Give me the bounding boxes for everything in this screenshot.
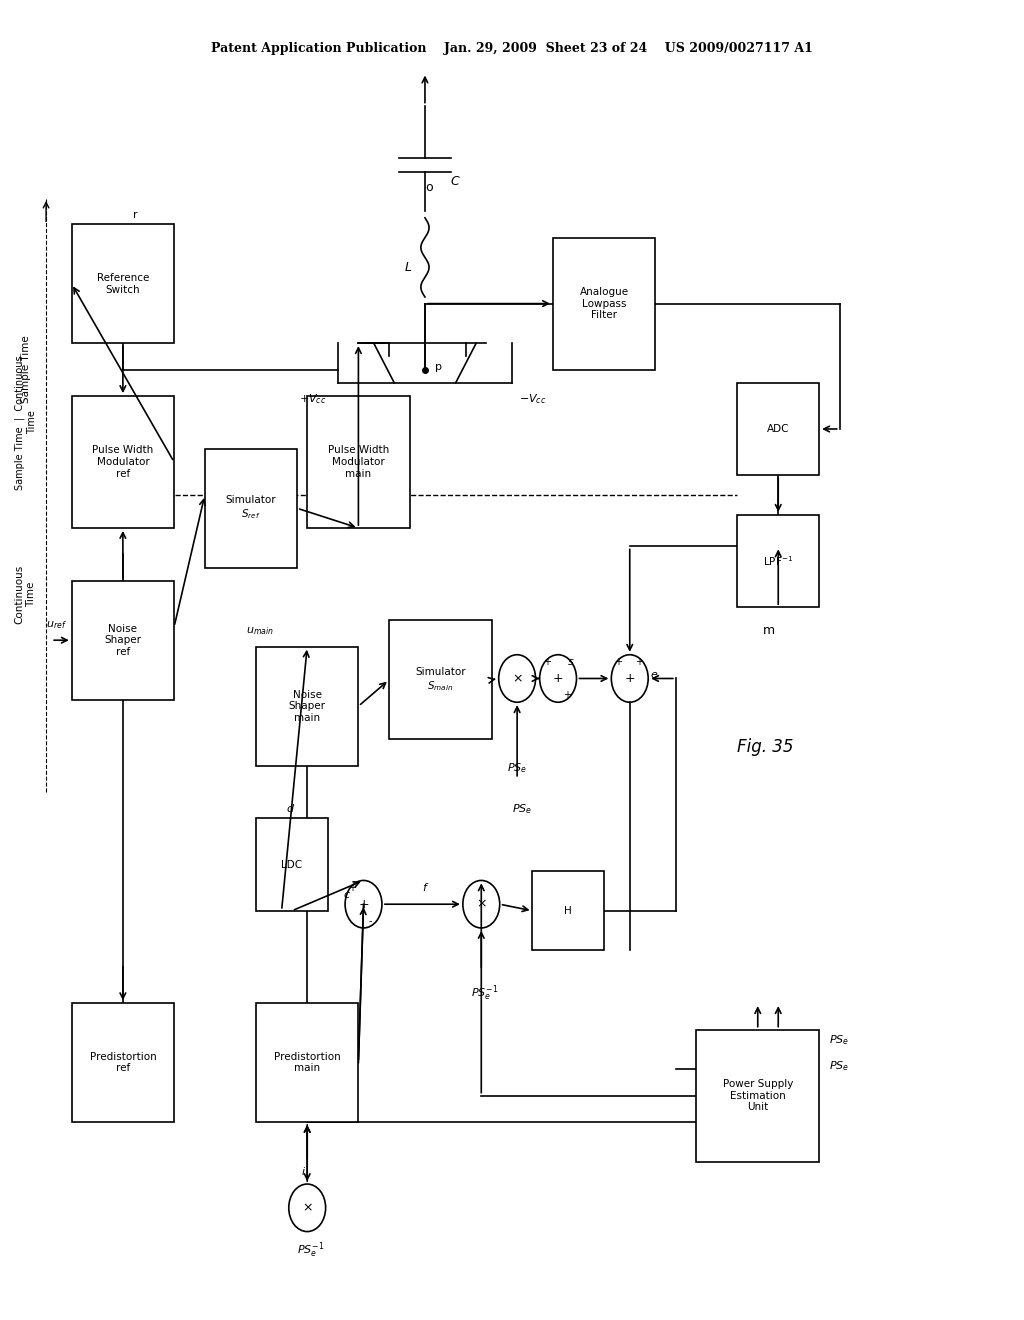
Text: Noise
Shaper
main: Noise Shaper main [289, 689, 326, 723]
FancyBboxPatch shape [72, 1003, 174, 1122]
Text: i: i [302, 1167, 305, 1177]
Text: +: + [553, 672, 563, 685]
Text: Simulator
$S_{ref}$: Simulator $S_{ref}$ [225, 495, 276, 521]
FancyBboxPatch shape [737, 383, 819, 475]
FancyBboxPatch shape [389, 620, 492, 739]
Text: Pulse Width
Modulator
main: Pulse Width Modulator main [328, 445, 389, 479]
Text: r: r [133, 210, 138, 220]
Text: $PS_e$: $PS_e$ [507, 760, 527, 775]
Text: Reference
Switch: Reference Switch [96, 273, 150, 294]
Text: Sample Time: Sample Time [20, 335, 31, 404]
Text: p: p [435, 362, 442, 372]
FancyBboxPatch shape [256, 1003, 358, 1122]
FancyBboxPatch shape [256, 818, 328, 911]
Text: LPF$^{-1}$: LPF$^{-1}$ [763, 554, 794, 568]
Text: Sample Time  |  Continuous
Time: Sample Time | Continuous Time [14, 355, 37, 490]
Text: C: C [451, 174, 460, 187]
FancyBboxPatch shape [737, 515, 819, 607]
Text: +: + [563, 690, 571, 701]
Text: Continuous
Time: Continuous Time [14, 565, 37, 623]
Text: $PS_e^{-1}$: $PS_e^{-1}$ [471, 983, 499, 1003]
Text: d: d [287, 804, 294, 814]
Text: Predistortion
ref: Predistortion ref [89, 1052, 157, 1073]
FancyBboxPatch shape [72, 396, 174, 528]
FancyBboxPatch shape [553, 238, 655, 370]
Text: m: m [763, 623, 775, 636]
Text: $u_{main}$: $u_{main}$ [246, 626, 273, 638]
Text: o: o [425, 181, 432, 194]
Text: +: + [348, 883, 356, 894]
Text: Patent Application Publication    Jan. 29, 2009  Sheet 23 of 24    US 2009/00271: Patent Application Publication Jan. 29, … [211, 42, 813, 55]
Text: $-V_{cc}$: $-V_{cc}$ [519, 392, 546, 407]
FancyBboxPatch shape [532, 871, 604, 950]
Text: Predistortion
main: Predistortion main [273, 1052, 341, 1073]
Text: ADC: ADC [767, 424, 790, 434]
Text: +: + [358, 898, 369, 911]
Text: +$V_{cc}$: +$V_{cc}$ [299, 392, 326, 407]
Text: $\times$: $\times$ [302, 1201, 312, 1214]
Text: +: + [635, 657, 643, 668]
Text: Fig. 35: Fig. 35 [737, 738, 794, 756]
FancyBboxPatch shape [696, 1030, 819, 1162]
Text: Pulse Width
Modulator
ref: Pulse Width Modulator ref [92, 445, 154, 479]
Text: LDC: LDC [282, 859, 302, 870]
Text: Noise
Shaper
ref: Noise Shaper ref [104, 623, 141, 657]
Text: $PS_e$: $PS_e$ [829, 1059, 850, 1073]
Text: +: + [614, 657, 623, 668]
Text: $u_{ref}$: $u_{ref}$ [46, 619, 67, 631]
Text: e: e [650, 671, 657, 681]
Text: $PS_e$: $PS_e$ [512, 801, 532, 816]
FancyBboxPatch shape [72, 224, 174, 343]
Text: Power Supply
Estimation
Unit: Power Supply Estimation Unit [723, 1078, 793, 1113]
Text: $PS_e^{-1}$: $PS_e^{-1}$ [297, 1241, 325, 1261]
Text: f: f [422, 883, 426, 894]
Text: +: + [543, 657, 551, 668]
FancyBboxPatch shape [256, 647, 358, 766]
Text: c: c [343, 890, 349, 900]
Text: $\times$: $\times$ [512, 672, 522, 685]
Text: s: s [568, 657, 574, 668]
Text: -: - [369, 916, 372, 927]
Text: $\times$: $\times$ [476, 898, 486, 911]
Text: Simulator
$S_{main}$: Simulator $S_{main}$ [415, 667, 466, 693]
FancyBboxPatch shape [205, 449, 297, 568]
Text: H: H [564, 906, 572, 916]
FancyBboxPatch shape [307, 396, 410, 528]
Text: $PS_e$: $PS_e$ [829, 1032, 850, 1047]
Text: +: + [625, 672, 635, 685]
FancyBboxPatch shape [72, 581, 174, 700]
Text: L: L [404, 260, 412, 273]
Text: Analogue
Lowpass
Filter: Analogue Lowpass Filter [580, 286, 629, 321]
